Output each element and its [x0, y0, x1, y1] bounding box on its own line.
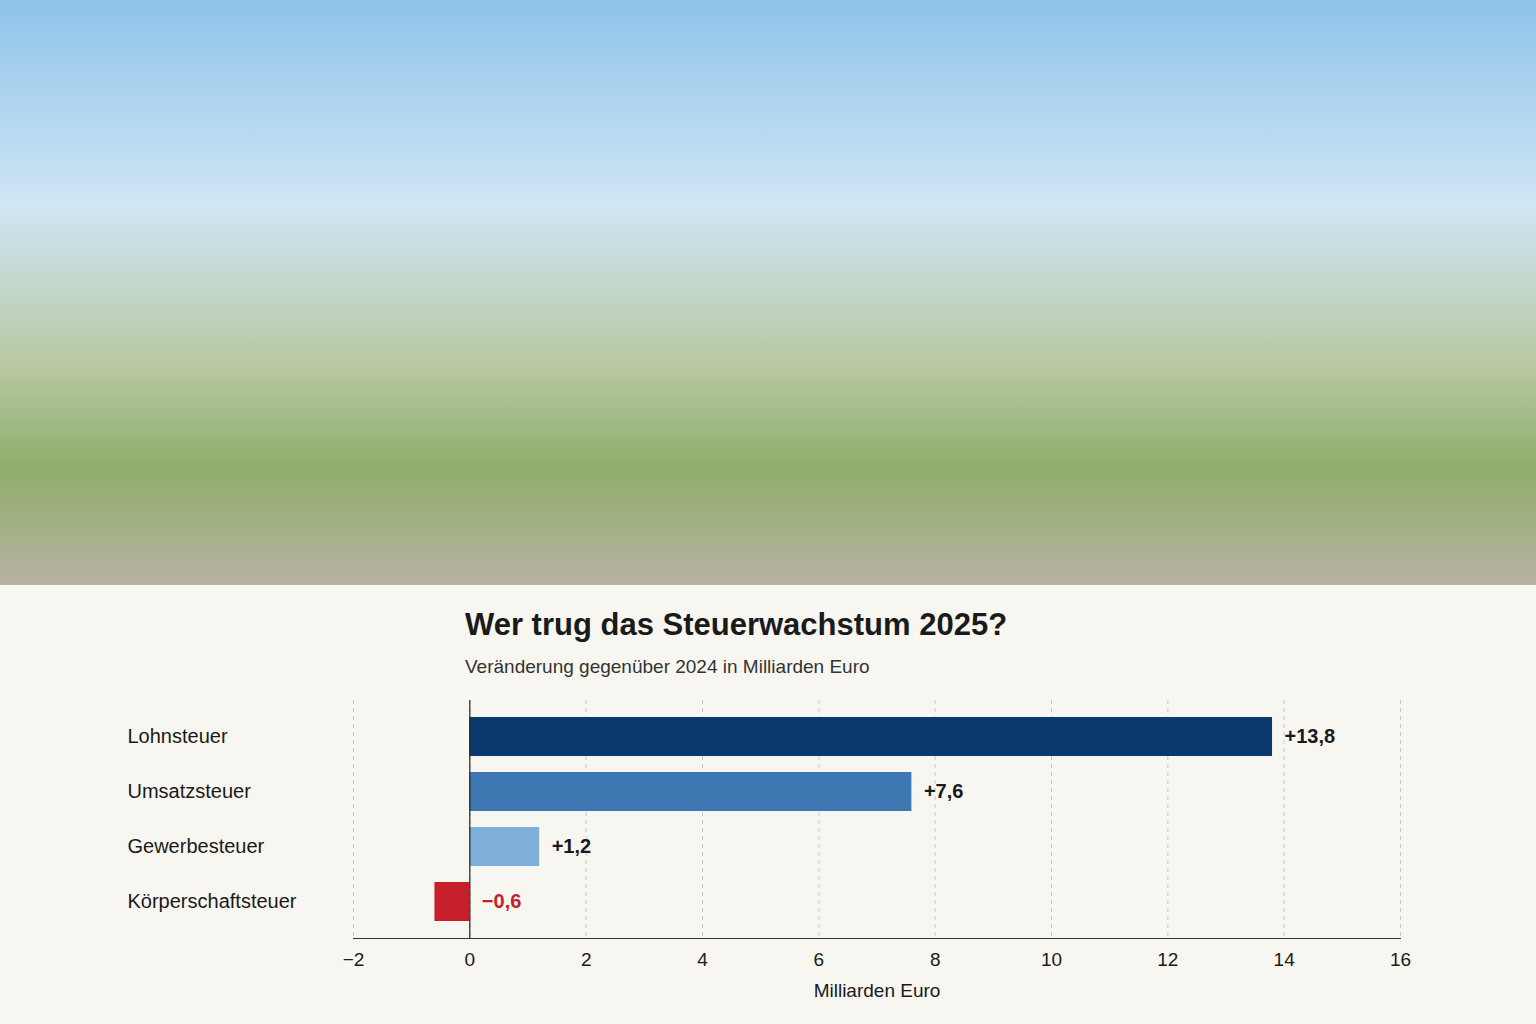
svg-text:2: 2: [581, 949, 592, 970]
svg-text:12: 12: [1157, 949, 1178, 970]
svg-text:6: 6: [814, 949, 825, 970]
svg-text:+1,2: +1,2: [552, 835, 591, 857]
svg-text:−2: −2: [343, 949, 365, 970]
svg-text:4: 4: [697, 949, 708, 970]
svg-text:−0,6: −0,6: [482, 890, 521, 912]
svg-text:0: 0: [465, 949, 476, 970]
svg-text:+7,6: +7,6: [924, 780, 963, 802]
svg-text:16: 16: [1390, 949, 1411, 970]
svg-text:Gewerbesteuer: Gewerbesteuer: [128, 835, 265, 857]
svg-text:+13,8: +13,8: [1285, 725, 1336, 747]
svg-text:Lohnsteuer: Lohnsteuer: [128, 725, 228, 747]
svg-text:Körperschaftsteuer: Körperschaftsteuer: [128, 890, 297, 912]
svg-text:Umsatzsteuer: Umsatzsteuer: [128, 780, 252, 802]
html-text:Wer trug das Steuerwachstum 20: Wer trug das Steuerwachstum 2025?: [465, 607, 1008, 642]
svg-text:10: 10: [1041, 949, 1062, 970]
html-text:Veränderung gegenüber 2024 in: Veränderung gegenüber 2024 in Milliarden…: [465, 656, 870, 677]
svg-text:Milliarden Euro: Milliarden Euro: [814, 980, 941, 1001]
svg-text:14: 14: [1274, 949, 1296, 970]
svg-text:8: 8: [930, 949, 941, 970]
